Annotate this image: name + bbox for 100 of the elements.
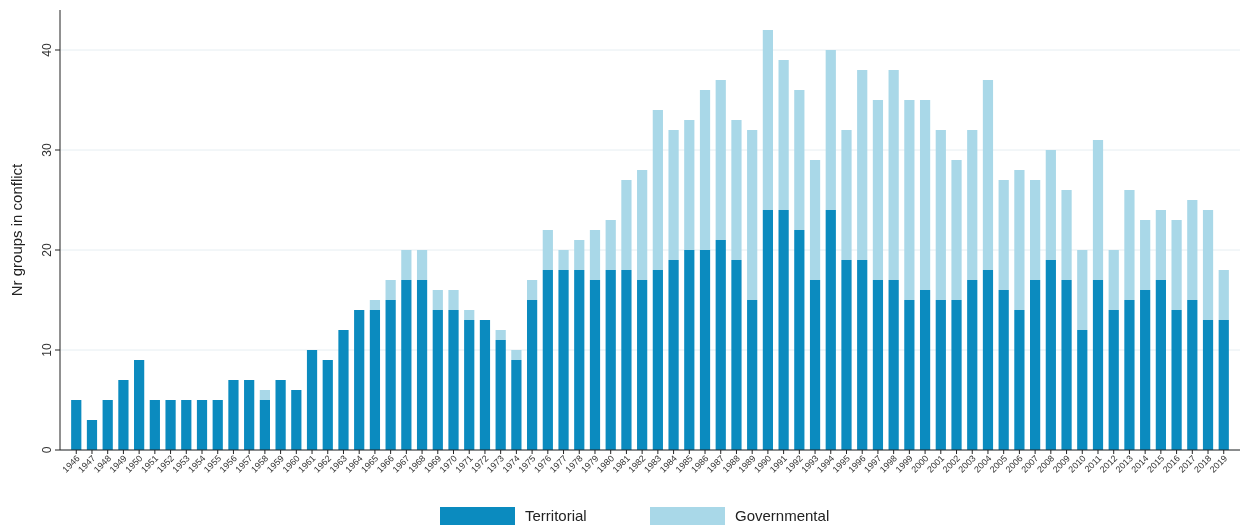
- y-tick-label: 0: [40, 446, 54, 454]
- bar: [794, 230, 805, 450]
- bar: [1092, 280, 1104, 450]
- bar: [385, 300, 396, 450]
- bar: [212, 400, 223, 450]
- bar: [668, 260, 679, 450]
- bar: [621, 180, 632, 270]
- bar: [464, 310, 475, 320]
- bar: [1108, 310, 1119, 450]
- bar: [967, 280, 978, 450]
- bar: [354, 310, 365, 450]
- bar: [495, 340, 506, 450]
- bar: [919, 290, 931, 450]
- bar: [589, 230, 601, 280]
- bar: [244, 380, 255, 450]
- bar: [369, 300, 381, 310]
- bar: [1155, 210, 1166, 280]
- bar: [181, 400, 192, 450]
- bar: [558, 270, 569, 450]
- legend-label: Territorial: [525, 507, 587, 524]
- bar: [1108, 250, 1119, 310]
- bar: [904, 100, 915, 300]
- y-tick-label: 40: [40, 43, 54, 57]
- bar: [542, 230, 553, 270]
- bar: [149, 400, 160, 450]
- bar: [448, 310, 459, 450]
- bar: [574, 270, 585, 450]
- bar: [479, 320, 491, 450]
- bar: [291, 390, 302, 450]
- bar: [747, 130, 758, 300]
- bar: [86, 420, 98, 450]
- bar: [511, 350, 522, 360]
- bar: [1061, 280, 1072, 450]
- bar: [778, 60, 789, 210]
- bar: [857, 260, 868, 450]
- bar: [401, 250, 412, 280]
- bar: [527, 280, 538, 300]
- bar: [1202, 210, 1214, 320]
- bar: [1218, 270, 1229, 320]
- bar: [1140, 290, 1151, 450]
- bar: [699, 90, 711, 250]
- bar: [794, 90, 805, 230]
- bar: [982, 270, 994, 450]
- bar: [416, 280, 428, 450]
- bar: [684, 120, 695, 250]
- bar: [778, 210, 789, 450]
- bar: [935, 300, 946, 450]
- bar: [464, 320, 475, 450]
- y-axis-title: Nr groups in conflict: [8, 162, 25, 297]
- bar: [1124, 300, 1135, 450]
- bar: [71, 400, 82, 450]
- bar: [1045, 260, 1056, 450]
- bar: [165, 400, 176, 450]
- bar: [998, 180, 1009, 290]
- bar: [259, 390, 270, 400]
- bar: [542, 270, 553, 450]
- bar: [1155, 280, 1166, 450]
- y-tick-label: 30: [40, 143, 54, 157]
- bar: [259, 400, 270, 450]
- bar: [1171, 220, 1182, 310]
- bar: [605, 220, 616, 270]
- bar: [558, 250, 569, 270]
- bar: [935, 130, 946, 300]
- bar: [369, 310, 381, 450]
- bar: [715, 240, 726, 450]
- bar: [621, 270, 632, 450]
- bar: [574, 240, 585, 270]
- bar: [306, 350, 318, 450]
- bar: [872, 280, 884, 450]
- bar: [888, 280, 899, 450]
- bar: [919, 100, 931, 290]
- bar: [102, 400, 113, 450]
- y-tick-label: 20: [40, 243, 54, 257]
- bar: [495, 330, 506, 340]
- bar: [668, 130, 679, 260]
- bar: [809, 280, 821, 450]
- y-tick-label: 10: [40, 343, 54, 357]
- bar: [637, 280, 648, 450]
- bar: [1030, 280, 1041, 450]
- bar: [338, 330, 349, 450]
- bar: [1014, 310, 1025, 450]
- bar: [699, 250, 711, 450]
- bar: [1092, 140, 1104, 280]
- bar: [416, 250, 428, 280]
- bar: [1140, 220, 1151, 290]
- bar: [1045, 150, 1056, 260]
- bar: [951, 300, 962, 450]
- bar: [432, 290, 443, 310]
- bar: [432, 310, 443, 450]
- bar: [825, 210, 836, 450]
- bar: [998, 290, 1009, 450]
- bar: [385, 280, 396, 300]
- bar: [904, 300, 915, 450]
- bar: [652, 110, 663, 270]
- bar: [747, 300, 758, 450]
- bar: [857, 70, 868, 260]
- bar: [841, 130, 852, 260]
- bar: [825, 50, 836, 210]
- legend-label: Governmental: [735, 507, 830, 524]
- bar: [1077, 250, 1088, 330]
